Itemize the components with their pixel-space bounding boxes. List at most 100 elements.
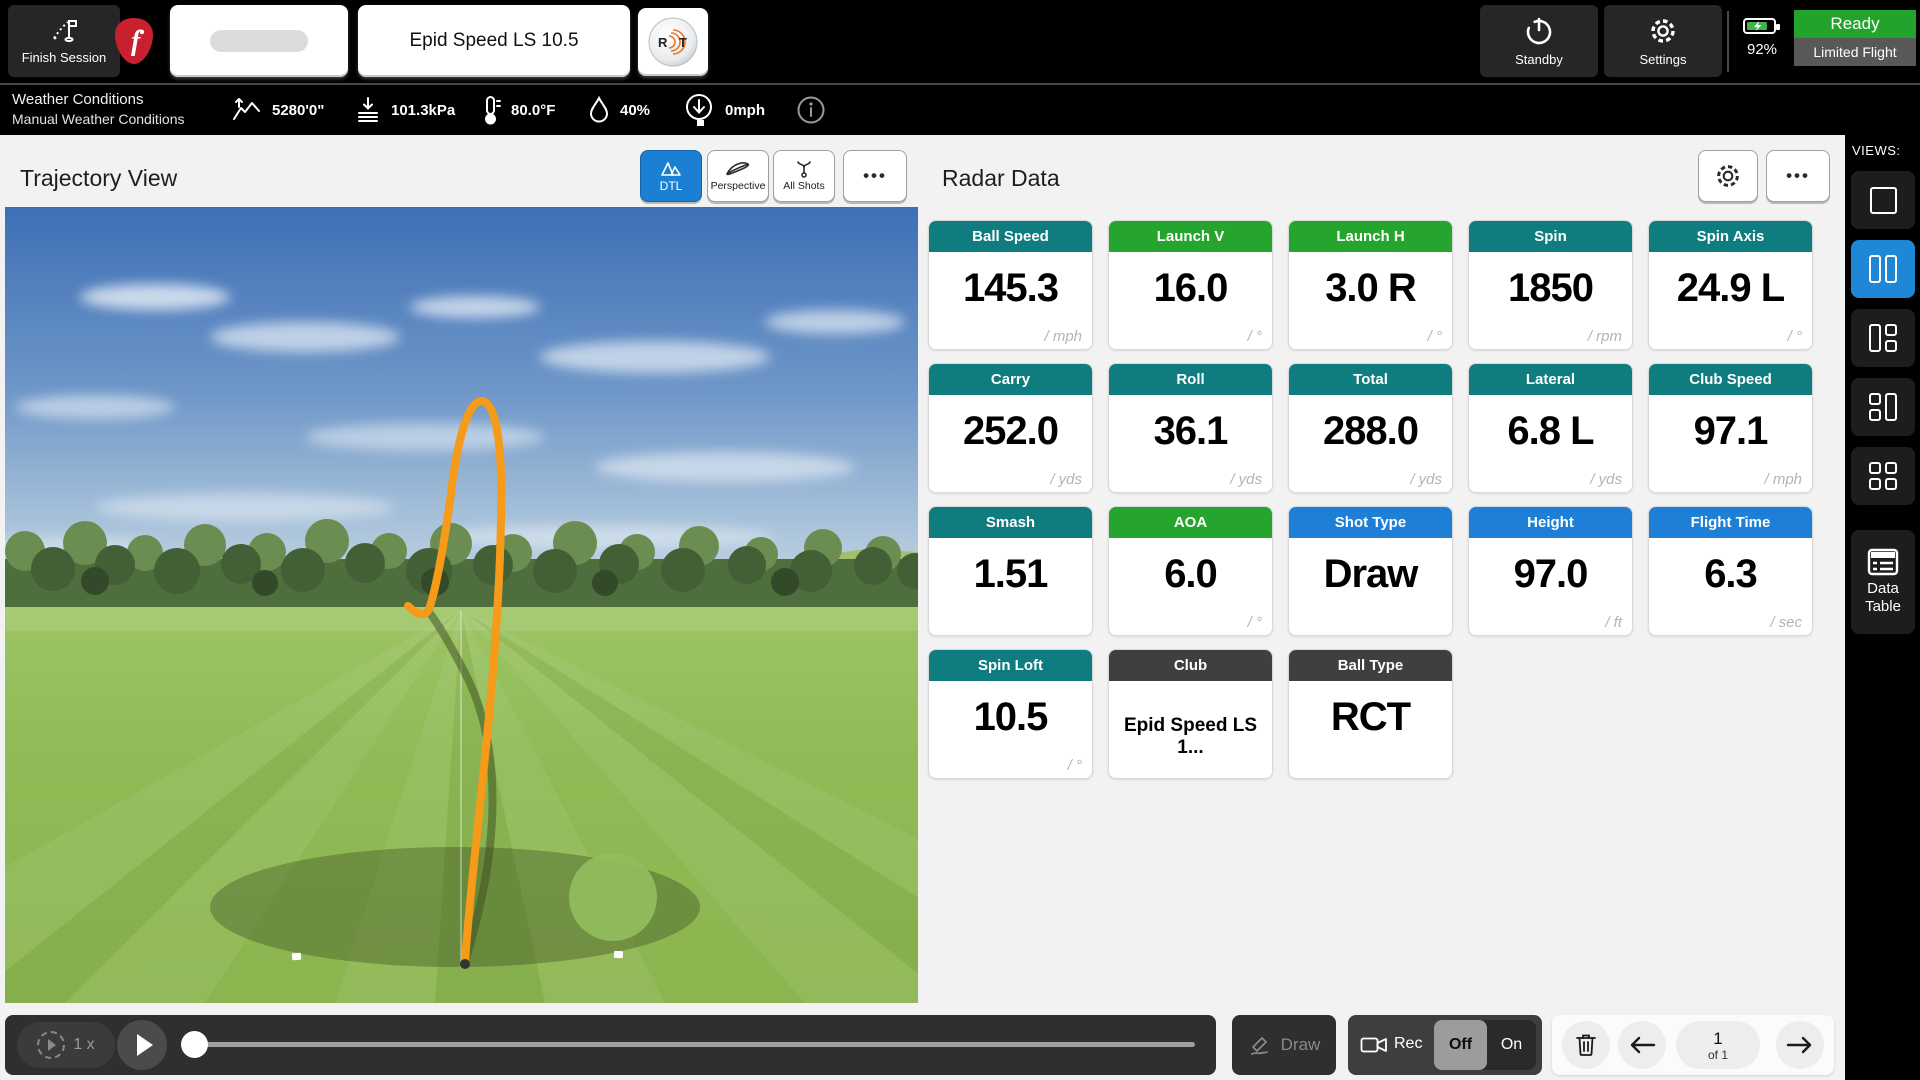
playback-speed-button[interactable]: 1 x bbox=[17, 1022, 115, 1068]
tile-body: 3.0 R / ° bbox=[1289, 252, 1452, 349]
pressure-value: 101.3kPa bbox=[391, 101, 456, 119]
radar-tile[interactable]: Spin Axis 24.9 L / ° bbox=[1648, 220, 1813, 350]
radar-more-button[interactable]: ••• bbox=[1766, 150, 1830, 202]
radar-tile[interactable]: Club Epid Speed LS 1... bbox=[1108, 649, 1273, 779]
altitude-reading: 5280'0" bbox=[232, 85, 324, 135]
radar-tile[interactable]: Launch H 3.0 R / ° bbox=[1288, 220, 1453, 350]
radar-tile[interactable]: Carry 252.0 / yds bbox=[928, 363, 1093, 493]
weather-bar: Weather Conditions Manual Weather Condit… bbox=[0, 83, 1920, 135]
radar-settings-button[interactable] bbox=[1698, 150, 1758, 202]
svg-text:f: f bbox=[131, 26, 143, 57]
views-label: VIEWS: bbox=[1852, 143, 1901, 158]
view-mode-all-shots-button[interactable]: All Shots bbox=[773, 150, 835, 202]
finish-session-button[interactable]: Finish Session bbox=[8, 5, 120, 77]
radar-tile[interactable]: Club Speed 97.1 / mph bbox=[1648, 363, 1813, 493]
tile-label: AOA bbox=[1173, 514, 1208, 531]
tile-label: Spin Axis bbox=[1696, 228, 1765, 245]
temperature-reading: 80.0°F bbox=[481, 85, 555, 135]
tile-label: Lateral bbox=[1525, 371, 1576, 388]
radar-tile[interactable]: Total 288.0 / yds bbox=[1288, 363, 1453, 493]
view-layout-quad-button[interactable] bbox=[1851, 447, 1915, 505]
tile-body: 6.8 L / yds bbox=[1469, 395, 1632, 492]
radar-tile[interactable]: Shot Type Draw bbox=[1288, 506, 1453, 636]
tile-value: 24.9 L bbox=[1676, 266, 1785, 310]
radar-tile[interactable]: Launch V 16.0 / ° bbox=[1108, 220, 1273, 350]
tile-value: 97.0 bbox=[1513, 552, 1589, 596]
view-layout-single-button[interactable] bbox=[1851, 171, 1915, 229]
layout-split-icon bbox=[1869, 255, 1897, 283]
view-mode-perspective-button[interactable]: Perspective bbox=[707, 150, 769, 202]
humidity-value: 40% bbox=[620, 101, 651, 119]
draw-button[interactable]: Draw bbox=[1232, 1015, 1336, 1075]
shot-nav-group: 1 of 1 bbox=[1552, 1015, 1834, 1075]
radar-tile[interactable]: Roll 36.1 / yds bbox=[1108, 363, 1273, 493]
tile-header: Shot Type bbox=[1289, 507, 1452, 538]
tile-label: Flight Time bbox=[1690, 514, 1771, 531]
radar-tile[interactable]: Smash 1.51 bbox=[928, 506, 1093, 636]
tile-header: Spin Loft bbox=[929, 650, 1092, 681]
tile-header: Spin Axis bbox=[1649, 221, 1812, 252]
radar-tile[interactable]: Spin Loft 10.5 / ° bbox=[928, 649, 1093, 779]
all-shots-label: All Shots bbox=[783, 180, 825, 192]
standby-label: Standby bbox=[1515, 52, 1563, 67]
radar-tile[interactable]: Ball Speed 145.3 / mph bbox=[928, 220, 1093, 350]
weather-info-button[interactable] bbox=[796, 85, 826, 135]
player-name-placeholder bbox=[210, 30, 308, 52]
ball-type-selector[interactable]: R T bbox=[638, 8, 708, 76]
radar-tile[interactable]: AOA 6.0 / ° bbox=[1108, 506, 1273, 636]
tile-label: Spin bbox=[1534, 228, 1567, 245]
trash-icon bbox=[1576, 1034, 1596, 1056]
view-layout-right-large-button[interactable] bbox=[1851, 378, 1915, 436]
tile-label: Ball Type bbox=[1337, 657, 1404, 674]
shot-number: 1 bbox=[1713, 1028, 1723, 1048]
tile-header: Smash bbox=[929, 507, 1092, 538]
radar-tile[interactable]: Lateral 6.8 L / yds bbox=[1468, 363, 1633, 493]
finish-session-label: Finish Session bbox=[21, 50, 107, 65]
radar-tile[interactable]: Ball Type RCT bbox=[1288, 649, 1453, 779]
battery-percent: 92% bbox=[1746, 41, 1778, 58]
tile-unit: / yds bbox=[1590, 471, 1622, 488]
tile-body: 10.5 / ° bbox=[929, 681, 1092, 778]
tile-label: Club Speed bbox=[1689, 371, 1772, 388]
speed-label: 1 x bbox=[73, 1036, 95, 1053]
player-card[interactable] bbox=[170, 5, 348, 77]
tile-unit: / ° bbox=[1787, 328, 1802, 345]
views-sidebar: VIEWS: Data Table bbox=[1845, 135, 1920, 1080]
scrubber-knob[interactable] bbox=[181, 1031, 208, 1058]
weather-subtitle: Manual Weather Conditions bbox=[12, 111, 185, 127]
wind-reading: 0mph bbox=[683, 85, 765, 135]
view-data-table-button[interactable]: Data Table bbox=[1851, 530, 1915, 634]
tile-header: Carry bbox=[929, 364, 1092, 395]
arrow-left-icon bbox=[1630, 1036, 1656, 1054]
club-selector[interactable]: Epid Speed LS 10.5 bbox=[358, 5, 630, 77]
tile-unit: / rpm bbox=[1587, 328, 1622, 345]
wind-icon bbox=[686, 94, 712, 126]
settings-button[interactable]: Settings bbox=[1604, 5, 1722, 77]
next-shot-button[interactable] bbox=[1776, 1021, 1824, 1069]
view-layout-left-large-button[interactable] bbox=[1851, 309, 1915, 367]
previous-shot-button[interactable] bbox=[1618, 1021, 1666, 1069]
radar-tile[interactable]: Spin 1850 / rpm bbox=[1468, 220, 1633, 350]
tile-label: Shot Type bbox=[1334, 514, 1407, 531]
tile-unit: / sec bbox=[1770, 614, 1802, 631]
play-button[interactable] bbox=[117, 1020, 167, 1070]
pressure-icon bbox=[358, 97, 378, 122]
perspective-label: Perspective bbox=[710, 180, 766, 192]
view-layout-split-button[interactable] bbox=[1851, 240, 1915, 298]
record-off-button[interactable]: Off bbox=[1434, 1020, 1487, 1070]
trajectory-scene[interactable] bbox=[5, 207, 918, 1003]
flightscope-logo: f bbox=[114, 17, 154, 65]
view-mode-dtl-button[interactable]: DTL bbox=[640, 150, 702, 202]
delete-shot-button[interactable] bbox=[1562, 1021, 1610, 1069]
dtl-icon bbox=[661, 162, 681, 176]
radar-tile[interactable]: Flight Time 6.3 / sec bbox=[1648, 506, 1813, 636]
radar-tile[interactable]: Height 97.0 / ft bbox=[1468, 506, 1633, 636]
tile-body: 97.1 / mph bbox=[1649, 395, 1812, 492]
tile-header: Ball Type bbox=[1289, 650, 1452, 681]
standby-button[interactable]: Standby bbox=[1480, 5, 1598, 77]
scrubber-track[interactable] bbox=[195, 1042, 1195, 1047]
trajectory-more-button[interactable]: ••• bbox=[843, 150, 907, 202]
weather-title: Weather Conditions bbox=[12, 91, 144, 108]
record-on-button[interactable]: On bbox=[1487, 1020, 1536, 1070]
tile-header: Flight Time bbox=[1649, 507, 1812, 538]
